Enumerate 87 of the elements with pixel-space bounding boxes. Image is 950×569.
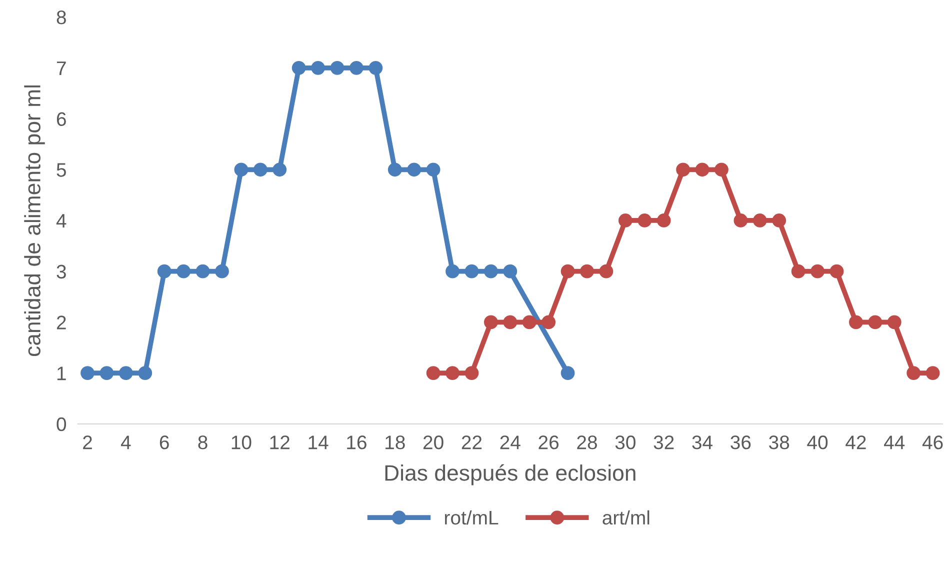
point (80, 366, 94, 380)
point (330, 60, 344, 75)
x-tick-label: 18 (386, 436, 405, 450)
point (388, 162, 402, 177)
point (810, 264, 824, 278)
y-tick-label: 0 (56, 417, 66, 432)
x-tick-label: 2 (83, 436, 92, 450)
y-tick-label: 2 (56, 316, 66, 330)
point (695, 162, 710, 177)
x-tick-label: 28 (577, 436, 597, 450)
legend-label: rot/mL (445, 510, 498, 525)
point (926, 366, 940, 380)
y-tick-label: 6 (56, 112, 66, 126)
point (906, 366, 921, 380)
point (868, 315, 882, 330)
y-tick-label: 5 (56, 163, 66, 177)
x-tick-label: 4 (120, 436, 131, 450)
point (522, 315, 536, 330)
point (350, 60, 364, 75)
point (503, 315, 518, 330)
y-axis-title: cantidad de alimento por ml (24, 85, 45, 356)
y-tick-label: 8 (56, 10, 66, 24)
y-tick-label: 4 (56, 214, 66, 228)
x-tick-label: 30 (615, 436, 636, 450)
x-tick-label: 22 (462, 436, 482, 450)
point (138, 366, 152, 380)
point (311, 60, 325, 75)
x-tick-label: 44 (884, 436, 905, 450)
point (272, 162, 287, 177)
point (292, 60, 306, 75)
point (215, 264, 229, 278)
point (368, 60, 383, 75)
point (464, 366, 479, 380)
point (503, 264, 518, 278)
point (407, 162, 422, 177)
x-tick-label: 20 (423, 436, 444, 450)
x-tick-label: 46 (922, 436, 943, 450)
point (484, 315, 498, 330)
x-axis-title: Dias después de eclosion (385, 464, 636, 486)
point (118, 366, 133, 380)
x-tick-label: 32 (654, 436, 674, 450)
x-tick-label: 16 (347, 436, 366, 450)
x-tick-label: 24 (500, 436, 520, 450)
point (714, 162, 728, 177)
x-tick-label: 26 (538, 436, 559, 450)
point (157, 264, 172, 278)
point (676, 162, 690, 177)
x-tick-label: 36 (730, 436, 751, 450)
point (446, 366, 460, 380)
point (196, 264, 210, 278)
point (772, 214, 786, 228)
x-tick-label: 38 (769, 436, 790, 450)
point (638, 214, 652, 228)
point (618, 214, 632, 228)
point (752, 214, 767, 228)
point (849, 315, 863, 330)
point (560, 264, 575, 278)
point (176, 264, 191, 278)
point (599, 264, 614, 278)
x-tick-label: 10 (232, 436, 252, 450)
point (830, 264, 844, 278)
point (464, 264, 479, 278)
x-tick-label: 8 (198, 436, 208, 450)
point (426, 162, 440, 177)
legend-label: art/ml (602, 510, 650, 525)
x-tick-label: 42 (846, 436, 866, 450)
x-tick-label: 14 (308, 436, 328, 450)
point (542, 315, 556, 330)
y-tick-label: 1 (57, 366, 66, 380)
point (887, 315, 902, 330)
y-tick-label: 3 (56, 264, 66, 279)
point (791, 264, 806, 278)
point (484, 264, 498, 278)
point (100, 366, 114, 380)
x-tick-label: 12 (270, 436, 290, 450)
point (426, 366, 440, 380)
point (656, 214, 671, 228)
point (580, 264, 594, 278)
point (734, 214, 748, 228)
point (446, 264, 460, 278)
point (234, 162, 248, 177)
x-tick-label: 34 (692, 436, 713, 450)
point (560, 366, 575, 380)
point (253, 162, 268, 177)
x-tick-label: 6 (160, 436, 169, 450)
x-tick-label: 40 (807, 436, 828, 450)
y-tick-label: 7 (56, 62, 66, 75)
